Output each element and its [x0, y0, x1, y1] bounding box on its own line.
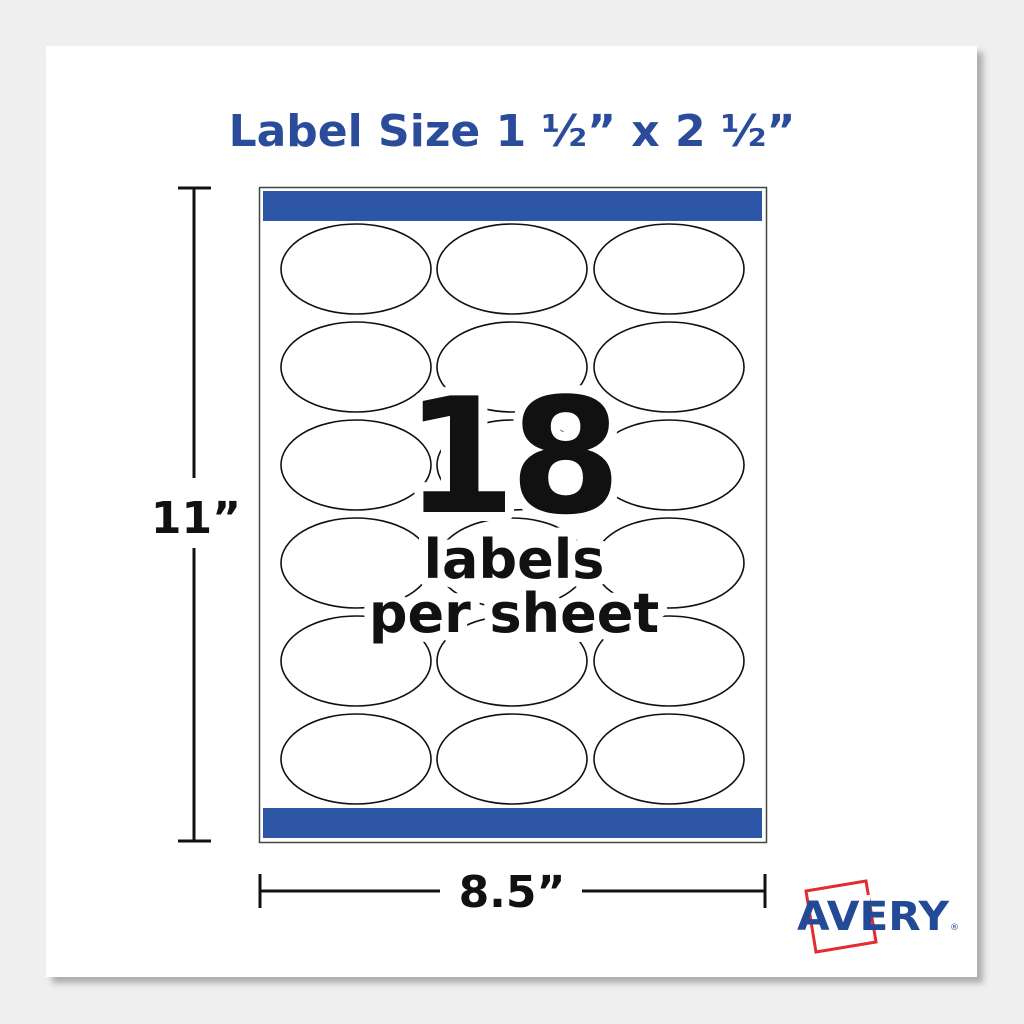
top-margin-bar	[263, 191, 762, 221]
height-label: 11”	[151, 493, 241, 544]
count-caption-line1: labels	[424, 528, 605, 591]
oval-label	[593, 223, 745, 315]
count-caption-line2: per sheet	[369, 582, 659, 645]
label-sheet	[258, 186, 768, 844]
width-label: 8.5”	[459, 867, 566, 918]
label-size-title: Label Size 1 ½” x 2 ½”	[229, 106, 796, 157]
oval-label	[280, 517, 432, 609]
oval-label	[436, 419, 588, 511]
oval-label	[280, 321, 432, 413]
oval-label	[436, 517, 588, 609]
avery-logo: AVERY ®	[797, 879, 959, 954]
oval-label	[280, 223, 432, 315]
oval-label	[436, 615, 588, 707]
oval-label	[593, 517, 745, 609]
oval-label	[436, 321, 588, 413]
oval-label	[280, 713, 432, 805]
width-dimension: 8.5”	[258, 860, 767, 920]
label-count: 18	[405, 363, 616, 550]
oval-labels	[280, 223, 745, 805]
svg-text:AVERY: AVERY	[797, 894, 950, 940]
oval-label	[593, 419, 745, 511]
bottom-margin-bar	[263, 808, 762, 838]
oval-label	[436, 223, 588, 315]
oval-label	[280, 419, 432, 511]
height-dimension: 11”	[150, 186, 241, 843]
oval-label	[436, 713, 588, 805]
svg-text:®: ®	[950, 923, 959, 933]
oval-label	[593, 713, 745, 805]
oval-label	[280, 615, 432, 707]
oval-label	[593, 615, 745, 707]
oval-label	[593, 321, 745, 413]
